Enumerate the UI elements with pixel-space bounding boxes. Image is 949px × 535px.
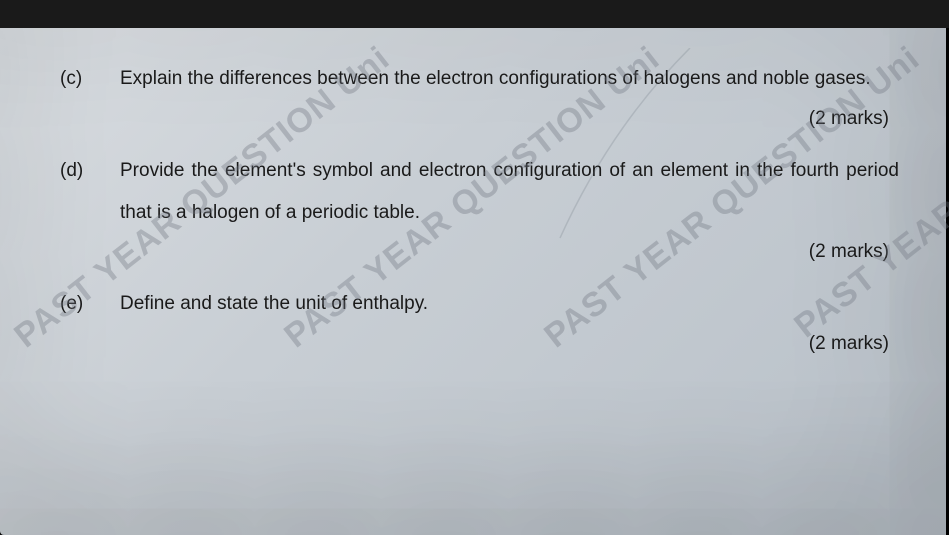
question-marks: (2 marks): [60, 241, 899, 263]
question-row: (d) Provide the element's symbol and ele…: [60, 150, 899, 234]
question-label: (e): [60, 283, 120, 325]
question-label: (c): [60, 58, 120, 100]
question-row: (c) Explain the differences between the …: [60, 58, 899, 100]
question-text: Explain the differences between the elec…: [120, 58, 899, 100]
browser-top-bar: [0, 0, 949, 28]
question-text: Define and state the unit of enthalpy.: [120, 283, 899, 325]
question-text: Provide the element's symbol and electro…: [120, 150, 899, 234]
question-row: (e) Define and state the unit of enthalp…: [60, 283, 899, 325]
question-label: (d): [60, 150, 120, 234]
question-marks: (2 marks): [60, 333, 899, 355]
exam-paper-page: PAST YEAR QUESTION Uni PAST YEAR QUESTIO…: [0, 28, 949, 535]
question-marks: (2 marks): [60, 108, 899, 130]
